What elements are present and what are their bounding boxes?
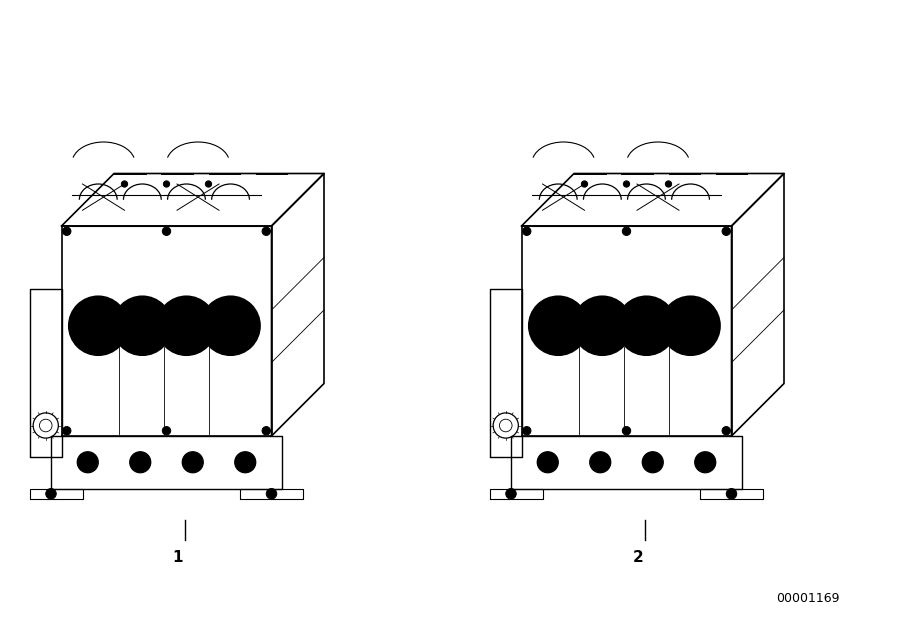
Circle shape <box>573 297 632 355</box>
Text: 2: 2 <box>633 550 643 565</box>
Circle shape <box>581 181 588 187</box>
Circle shape <box>665 181 671 187</box>
Circle shape <box>62 427 71 435</box>
Circle shape <box>113 297 172 355</box>
Circle shape <box>62 227 71 236</box>
Circle shape <box>46 488 56 499</box>
Circle shape <box>722 227 731 236</box>
Circle shape <box>523 427 531 435</box>
Circle shape <box>262 227 270 236</box>
Circle shape <box>523 227 531 236</box>
Circle shape <box>590 451 611 472</box>
Circle shape <box>529 297 588 355</box>
Circle shape <box>68 297 128 355</box>
Circle shape <box>122 181 128 187</box>
Circle shape <box>266 488 277 499</box>
Circle shape <box>726 488 737 499</box>
Circle shape <box>262 427 270 435</box>
Circle shape <box>77 451 98 472</box>
Circle shape <box>617 297 676 355</box>
Circle shape <box>622 427 631 435</box>
Text: 1: 1 <box>173 550 184 565</box>
Circle shape <box>158 297 216 355</box>
Circle shape <box>162 227 171 236</box>
Circle shape <box>643 451 663 472</box>
Circle shape <box>182 451 203 472</box>
Circle shape <box>624 181 630 187</box>
Circle shape <box>506 488 517 499</box>
Circle shape <box>722 427 731 435</box>
Circle shape <box>622 227 631 236</box>
Circle shape <box>537 451 558 472</box>
Circle shape <box>662 297 720 355</box>
Circle shape <box>130 451 151 472</box>
Circle shape <box>164 181 169 187</box>
Circle shape <box>162 427 171 435</box>
Circle shape <box>205 181 212 187</box>
Circle shape <box>235 451 256 472</box>
Text: 00001169: 00001169 <box>777 592 840 605</box>
Circle shape <box>695 451 716 472</box>
Circle shape <box>201 297 260 355</box>
